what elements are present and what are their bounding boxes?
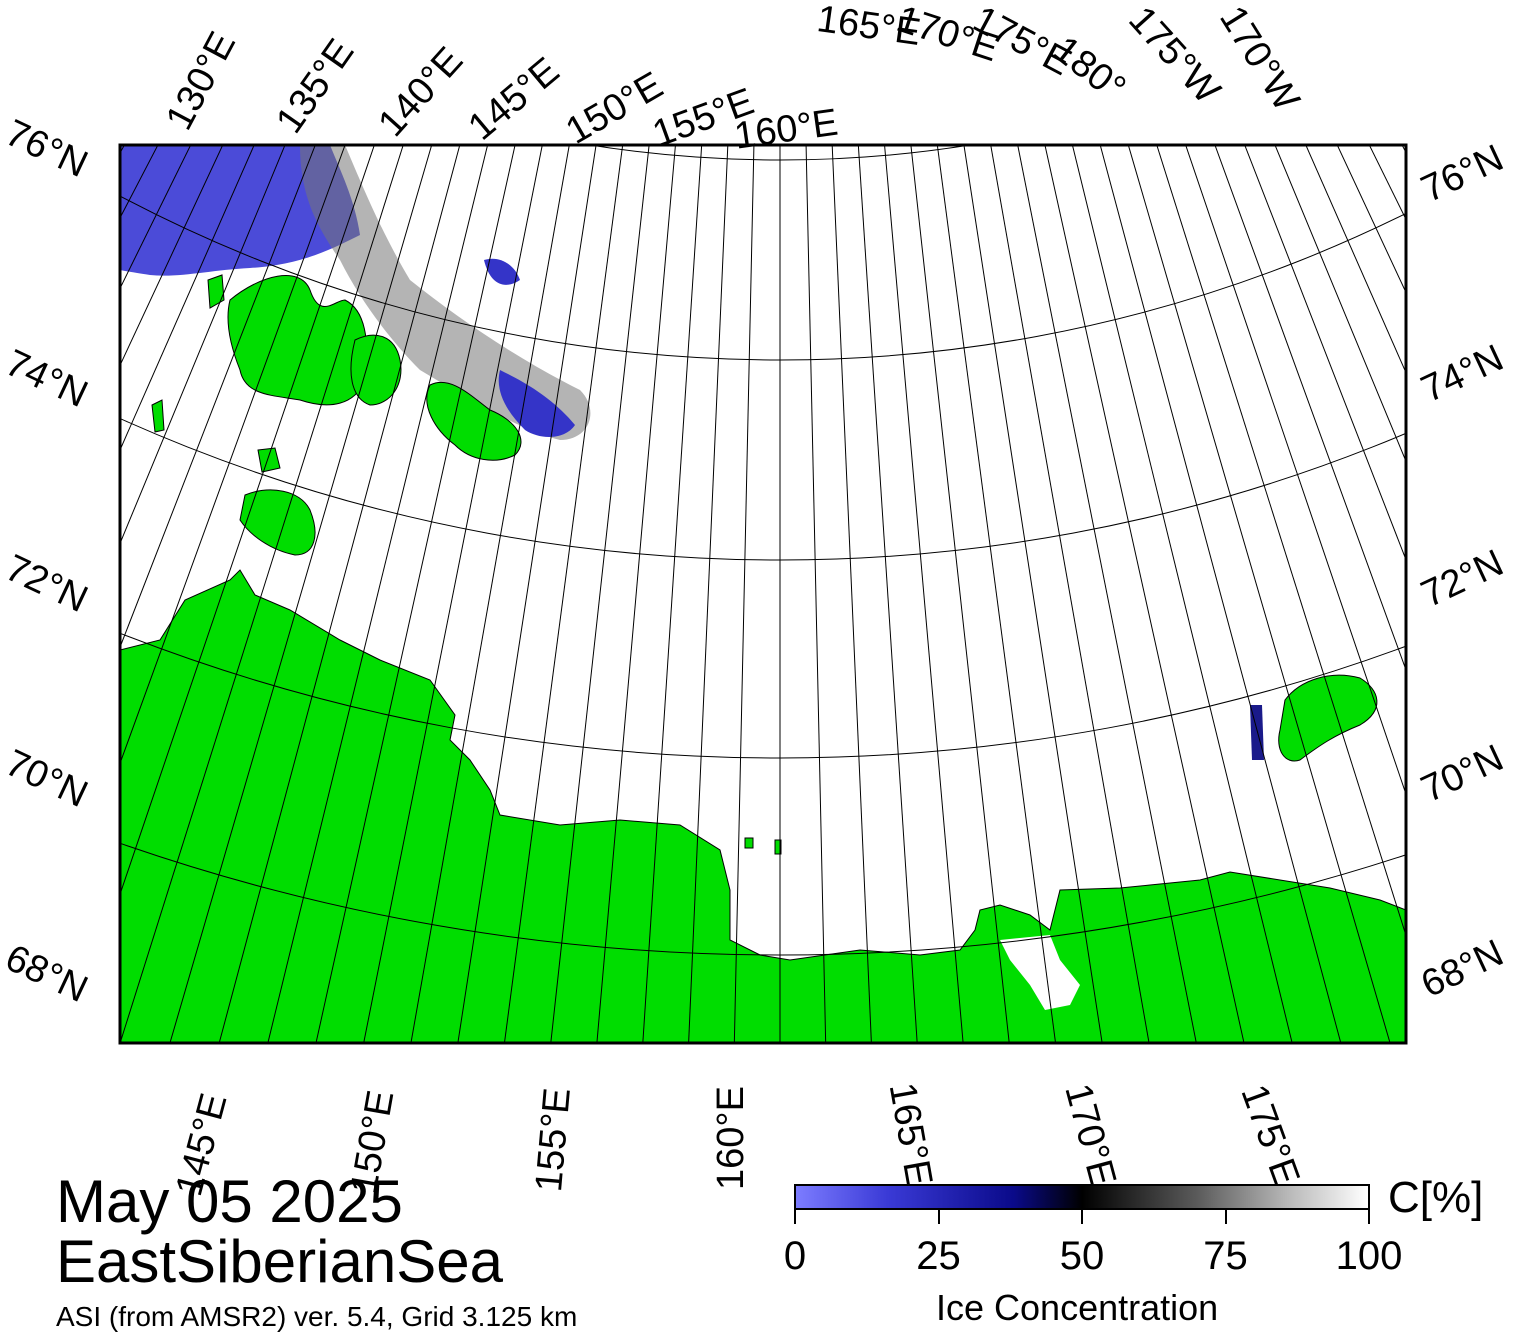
colorbar-unit: C[%]	[1388, 1173, 1484, 1222]
meridian-line	[267, 145, 489, 1043]
meridian-line	[1244, 145, 1406, 562]
meridian-line	[1044, 145, 1245, 1043]
meridian-line	[550, 145, 650, 1043]
meridian-line	[120, 145, 224, 367]
meridian-line	[503, 145, 624, 1043]
colorbar-tick-label: 50	[1059, 1234, 1105, 1278]
meridian-line	[910, 145, 1010, 1043]
colorbar-tick-label: 25	[916, 1234, 961, 1278]
meridian-line	[120, 145, 404, 1043]
meridian-line	[457, 145, 597, 1043]
meridian-line	[857, 145, 918, 1043]
map-frame	[118, 143, 1408, 1045]
open-water-laptev	[120, 145, 360, 276]
meridian-line	[218, 145, 461, 1043]
map-date: May 05 2025	[56, 1168, 403, 1235]
meridian-line	[410, 145, 570, 1043]
colorbar-tickmark	[1224, 1210, 1227, 1224]
meridian-line	[1156, 145, 1406, 938]
meridian-line	[642, 145, 703, 1043]
colorbar-tickmark	[937, 1210, 940, 1224]
meridian-line	[120, 145, 375, 896]
colorbar-tickmark	[794, 1210, 796, 1224]
meridian-line	[1336, 145, 1406, 294]
meridian-line	[1127, 145, 1391, 1043]
meridian-line	[0, 0, 41, 635]
meridian-line	[990, 145, 1150, 1043]
colorbar-tick-label: 0	[783, 1234, 807, 1278]
meridian-line	[1071, 145, 1293, 1043]
meridian-line	[120, 145, 346, 765]
meridian-line	[831, 145, 872, 1043]
island-small-1	[257, 447, 281, 473]
meridian-line	[1017, 145, 1197, 1043]
chaun-bay	[1000, 935, 1080, 1010]
meridian-line	[1519, 0, 1527, 635]
colorbar-tickmark	[1081, 1210, 1083, 1224]
colorbar-gradient	[794, 1184, 1370, 1210]
meridian-line	[169, 145, 433, 1043]
meridian-line	[1214, 145, 1406, 672]
meridian-line	[733, 145, 755, 1043]
meridian-line	[1398, 0, 1527, 805]
bear-island-1	[744, 837, 754, 849]
data-source: ASI (from AMSR2) ver. 5.4, Grid 3.125 km	[56, 1301, 578, 1332]
island-small-2	[207, 274, 225, 309]
colorbar-title: Ice Concentration	[936, 1287, 1219, 1328]
open-water-patch-2	[484, 258, 520, 285]
graticule-lines	[0, 0, 1527, 1043]
bottom-lon-label: 155°E	[528, 1086, 579, 1194]
ice-edge-grey	[300, 145, 591, 440]
meridian-line	[1274, 145, 1406, 463]
meridian-line	[936, 145, 1057, 1043]
wrangel-island	[1278, 674, 1378, 762]
island-new-siberia	[350, 334, 402, 406]
meridian-line	[963, 145, 1103, 1043]
meridian-line	[315, 145, 516, 1043]
meridian-line	[120, 145, 286, 545]
meridian-line	[884, 145, 964, 1043]
meridian-line	[120, 145, 316, 649]
bottom-lon-label: 160°E	[710, 1086, 752, 1190]
meridian-line	[1099, 145, 1342, 1043]
region-name: EastSiberianSea	[56, 1228, 503, 1295]
meridian-line	[363, 145, 543, 1043]
island-lyakhovsky	[239, 489, 316, 556]
colorbar-tickmark	[1368, 1210, 1370, 1224]
meridian-line	[1185, 145, 1406, 796]
open-water-patch	[498, 370, 575, 437]
meridian-line	[805, 145, 827, 1043]
meridian-line	[688, 145, 729, 1043]
island-small-3	[151, 399, 165, 433]
colorbar-tick-label: 100	[1335, 1234, 1403, 1278]
colorbar-tick-label: 75	[1203, 1234, 1248, 1278]
meridian-line	[1305, 145, 1406, 374]
meridian-line	[596, 145, 676, 1043]
bear-island-2	[774, 839, 782, 855]
meridian-line	[1500, 0, 1527, 666]
meridian-line	[120, 145, 255, 452]
